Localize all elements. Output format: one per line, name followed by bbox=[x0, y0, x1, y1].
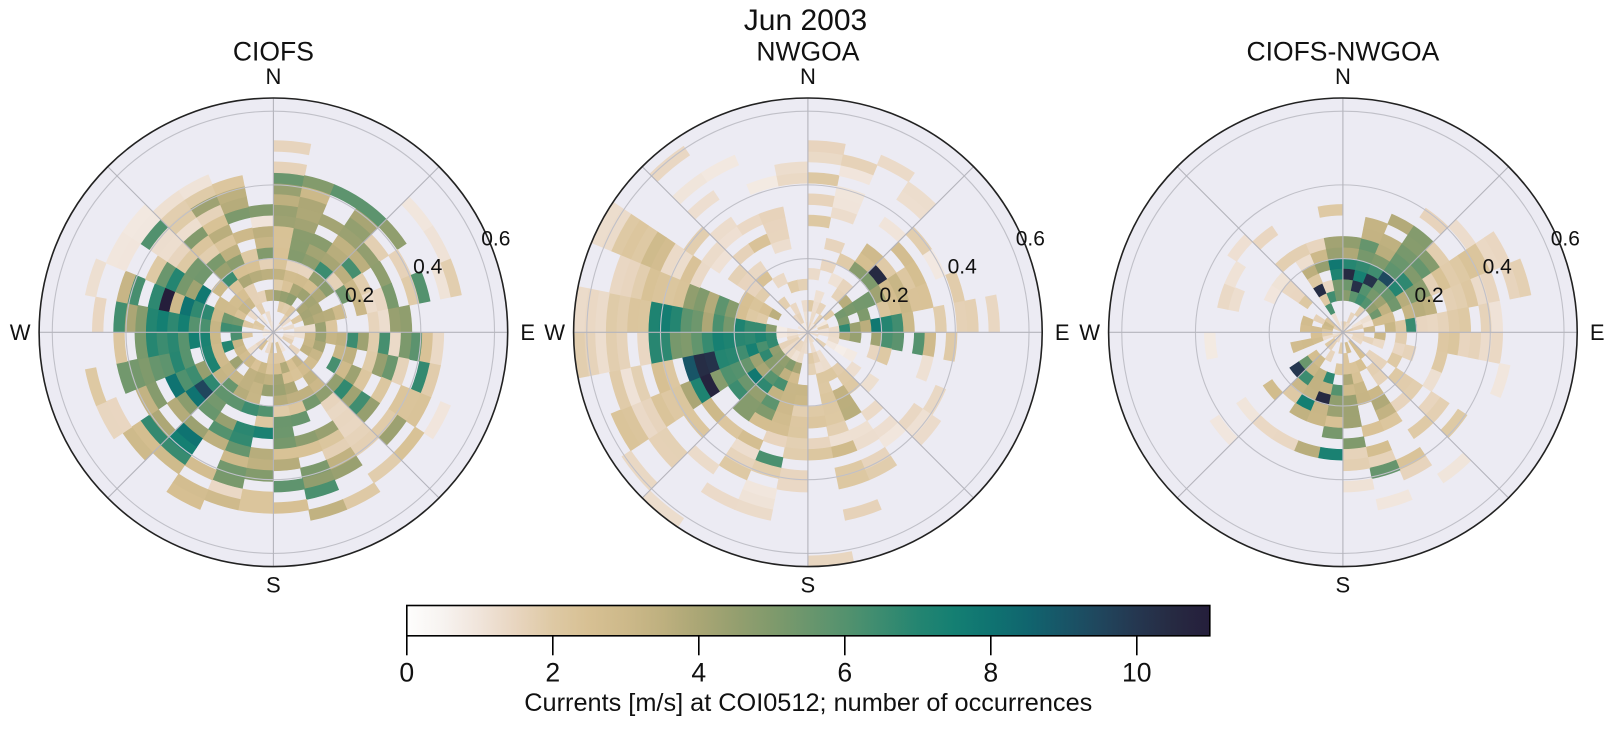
svg-text:CIOFS: CIOFS bbox=[233, 36, 314, 66]
svg-text:Currents [m/s] at COI0512; num: Currents [m/s] at COI0512; number of occ… bbox=[524, 689, 1092, 717]
svg-text:0.6: 0.6 bbox=[1016, 228, 1045, 251]
svg-text:8: 8 bbox=[983, 658, 998, 688]
svg-text:0.6: 0.6 bbox=[481, 228, 510, 251]
svg-text:S: S bbox=[801, 573, 816, 598]
svg-text:2: 2 bbox=[545, 658, 560, 688]
svg-text:6: 6 bbox=[837, 658, 852, 688]
svg-text:S: S bbox=[266, 573, 281, 598]
svg-text:E: E bbox=[520, 320, 535, 345]
svg-text:CIOFS-NWGOA: CIOFS-NWGOA bbox=[1246, 36, 1439, 66]
svg-text:N: N bbox=[1335, 64, 1351, 89]
svg-text:0.6: 0.6 bbox=[1551, 228, 1580, 251]
svg-text:0.4: 0.4 bbox=[413, 256, 443, 279]
svg-text:0.4: 0.4 bbox=[1483, 256, 1513, 279]
svg-text:W: W bbox=[10, 320, 31, 345]
svg-text:S: S bbox=[1336, 573, 1351, 598]
svg-text:0: 0 bbox=[399, 658, 414, 688]
svg-text:N: N bbox=[800, 64, 816, 89]
svg-text:10: 10 bbox=[1122, 658, 1152, 688]
svg-text:0.2: 0.2 bbox=[1415, 284, 1444, 307]
svg-text:W: W bbox=[1079, 320, 1100, 345]
svg-text:NWGOA: NWGOA bbox=[756, 36, 859, 66]
svg-text:0.4: 0.4 bbox=[948, 256, 978, 279]
svg-text:4: 4 bbox=[691, 658, 706, 688]
svg-text:W: W bbox=[544, 320, 565, 345]
svg-text:0.2: 0.2 bbox=[345, 284, 374, 307]
svg-text:0.2: 0.2 bbox=[880, 284, 909, 307]
svg-text:E: E bbox=[1055, 320, 1070, 345]
svg-text:Jun 2003: Jun 2003 bbox=[744, 4, 867, 37]
svg-text:E: E bbox=[1590, 320, 1605, 345]
svg-text:N: N bbox=[265, 64, 281, 89]
